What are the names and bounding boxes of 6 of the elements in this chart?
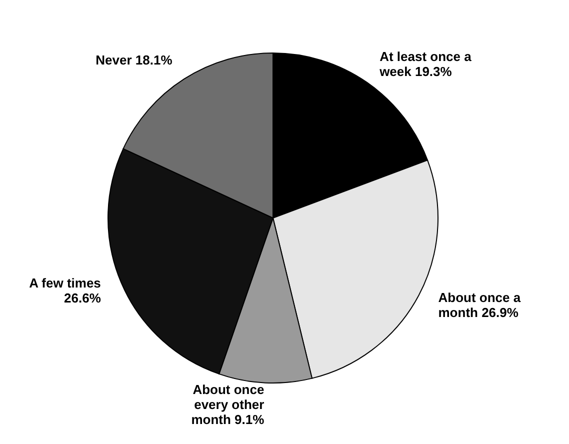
slice-label: About once every other month 9.1% xyxy=(191,382,265,427)
data-label: 26.6% xyxy=(64,290,102,306)
slice-label: A few times xyxy=(29,276,101,291)
slice-label: About once a month 26.9% xyxy=(438,290,522,320)
slice-label: At least once a week 19.3% xyxy=(378,48,472,79)
slice-label: Never 18.1% xyxy=(96,52,173,68)
